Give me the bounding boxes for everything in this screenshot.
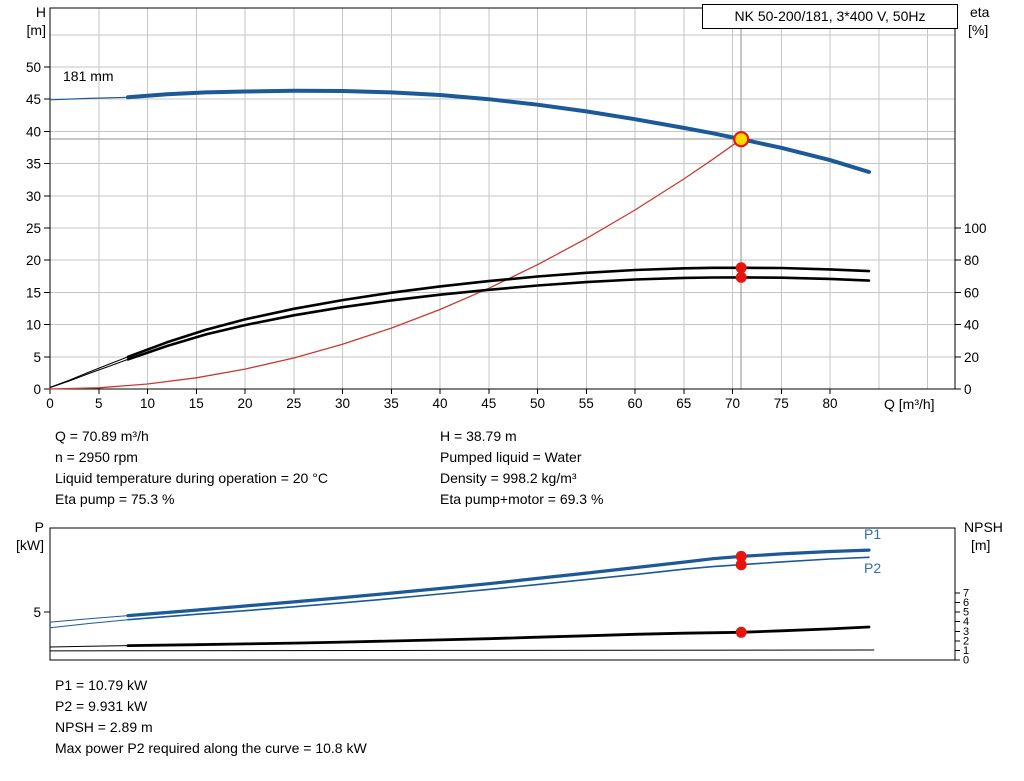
svg-text:40: 40 bbox=[26, 124, 41, 139]
svg-text:5: 5 bbox=[33, 605, 41, 620]
svg-text:80: 80 bbox=[964, 253, 979, 268]
info-line: Q = 70.89 m³/h bbox=[55, 428, 149, 444]
npsh-axis-label: NPSH bbox=[964, 519, 1003, 535]
svg-text:35: 35 bbox=[384, 396, 399, 411]
svg-text:45: 45 bbox=[26, 92, 41, 107]
p-axis-unit: [kW] bbox=[16, 537, 44, 553]
svg-text:0: 0 bbox=[963, 655, 969, 667]
h-axis-unit: [m] bbox=[26, 22, 46, 38]
svg-text:50: 50 bbox=[530, 396, 545, 411]
info-line: n = 2950 rpm bbox=[55, 449, 138, 465]
svg-text:60: 60 bbox=[627, 396, 642, 411]
svg-text:20: 20 bbox=[964, 350, 979, 365]
info-line: Pumped liquid = Water bbox=[440, 449, 582, 465]
p1-curve-label: P1 bbox=[864, 526, 882, 542]
svg-text:65: 65 bbox=[676, 396, 691, 411]
svg-text:20: 20 bbox=[26, 253, 41, 268]
svg-text:45: 45 bbox=[481, 396, 496, 411]
svg-text:35: 35 bbox=[26, 157, 41, 172]
h-axis-label: H bbox=[35, 4, 46, 20]
npsh-axis-unit: [m] bbox=[971, 537, 991, 553]
p2-curve-label: P2 bbox=[864, 560, 882, 576]
q-axis-label: Q [m³/h] bbox=[884, 396, 935, 412]
svg-text:6: 6 bbox=[963, 597, 969, 609]
info-line: Eta pump+motor = 69.3 % bbox=[440, 491, 604, 507]
svg-text:5: 5 bbox=[33, 350, 41, 365]
svg-text:70: 70 bbox=[725, 396, 740, 411]
svg-text:100: 100 bbox=[964, 221, 987, 236]
svg-text:15: 15 bbox=[26, 285, 41, 300]
eta-axis-label: eta bbox=[970, 4, 990, 20]
svg-text:2: 2 bbox=[963, 635, 969, 647]
info-line: Max power P2 required along the curve = … bbox=[55, 740, 367, 756]
svg-text:50: 50 bbox=[26, 60, 41, 75]
svg-text:10: 10 bbox=[26, 318, 41, 333]
svg-text:20: 20 bbox=[237, 396, 252, 411]
info-line: NPSH = 2.89 m bbox=[55, 719, 153, 735]
info-line: P2 = 9.931 kW bbox=[55, 698, 148, 714]
svg-text:25: 25 bbox=[286, 396, 301, 411]
duty-info-left-column: Q = 70.89 m³/h n = 2950 rpm Liquid tempera… bbox=[55, 428, 328, 512]
svg-text:1: 1 bbox=[963, 645, 969, 657]
svg-text:0: 0 bbox=[46, 396, 54, 411]
eta-axis-unit: [%] bbox=[968, 22, 989, 38]
svg-text:25: 25 bbox=[26, 221, 41, 236]
info-line: H = 38.79 m bbox=[440, 428, 517, 444]
svg-text:5: 5 bbox=[95, 396, 103, 411]
svg-text:0: 0 bbox=[964, 382, 972, 397]
duty-info-bottom-block: P1 = 10.79 kW P2 = 9.931 kW NPSH = 2.89 m M… bbox=[55, 677, 367, 761]
svg-text:3: 3 bbox=[963, 626, 969, 638]
info-line: Liquid temperature during operation = 20… bbox=[55, 470, 328, 486]
info-line: P1 = 10.79 kW bbox=[55, 677, 148, 693]
svg-text:40: 40 bbox=[964, 318, 979, 333]
svg-text:15: 15 bbox=[189, 396, 204, 411]
svg-text:40: 40 bbox=[432, 396, 447, 411]
svg-text:4: 4 bbox=[963, 616, 969, 628]
svg-text:0: 0 bbox=[33, 382, 41, 397]
svg-text:75: 75 bbox=[774, 396, 789, 411]
svg-text:5: 5 bbox=[963, 607, 969, 619]
svg-text:30: 30 bbox=[335, 396, 350, 411]
svg-text:10: 10 bbox=[140, 396, 155, 411]
p-axis-label: P bbox=[34, 519, 44, 535]
info-line: Density = 998.2 kg/m³ bbox=[440, 470, 577, 486]
impeller-diameter-label: 181 mm bbox=[63, 68, 114, 84]
info-line: Eta pump = 75.3 % bbox=[55, 491, 175, 507]
svg-text:80: 80 bbox=[822, 396, 837, 411]
svg-text:60: 60 bbox=[964, 285, 979, 300]
svg-text:30: 30 bbox=[26, 189, 41, 204]
duty-info-right-column: H = 38.79 m Pumped liquid = Water Density … bbox=[440, 428, 603, 512]
pump-title-box: NK 50-200/181, 3*400 V, 50Hz bbox=[702, 4, 958, 29]
svg-text:7: 7 bbox=[963, 588, 969, 600]
svg-text:55: 55 bbox=[579, 396, 594, 411]
